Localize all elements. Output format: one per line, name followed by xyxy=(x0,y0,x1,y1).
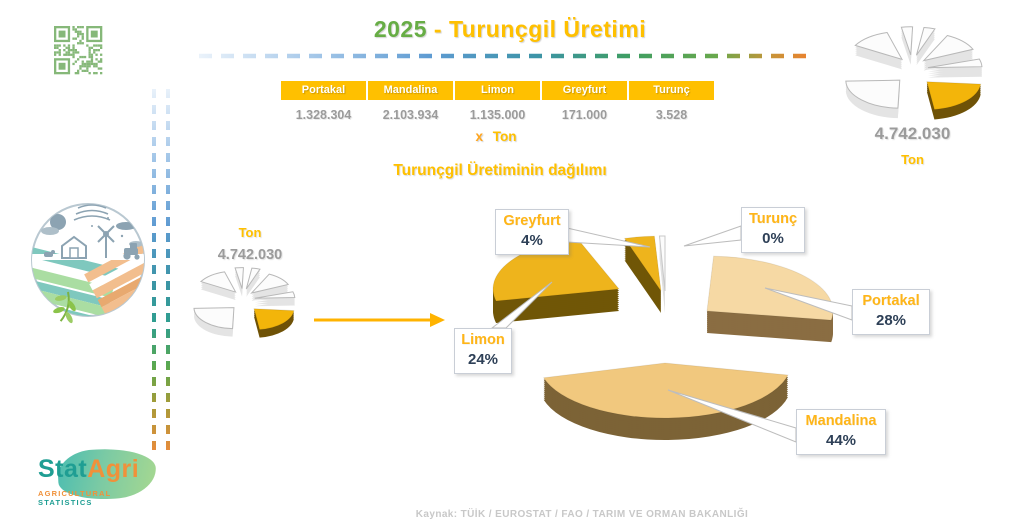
unit-note-unit: Ton xyxy=(492,129,517,144)
unit-note-x: x xyxy=(475,129,483,144)
pie-label-portakal: Portakal 28% xyxy=(852,289,930,335)
pie-label-limon: Limon 24% xyxy=(454,328,512,374)
column-header: Limon xyxy=(455,81,540,100)
logo-sub-statistics: STATISTICS xyxy=(38,498,93,507)
pie-label-turunc: Turunç 0% xyxy=(741,207,805,253)
mini-total-unit: Ton xyxy=(238,225,262,240)
page-title: 2025 - Turunçgil Üretimi xyxy=(190,16,830,43)
slice-percent: 24% xyxy=(467,351,499,368)
slice-percent: 28% xyxy=(875,312,907,329)
slice-percent: 4% xyxy=(521,232,543,249)
logo-sub-agricultural: AGRICULTURAL xyxy=(38,489,112,498)
production-table: Portakal Mandalina Limon Greyfurt Turunç… xyxy=(281,81,714,122)
logo-subtitle: AGRICULTURAL STATISTICS xyxy=(38,489,160,507)
slice-name: Limon xyxy=(461,332,505,348)
exploded-pie-icon-small xyxy=(193,267,296,338)
chart-title: Turunçgil Üretiminin dağılımı xyxy=(393,162,607,179)
column-header: Turunç xyxy=(629,81,714,100)
source-note: Kaynak: TÜİK / EUROSTAT / FAO / TARIM VE… xyxy=(415,509,749,520)
column-header: Greyfurt xyxy=(542,81,627,100)
slice-name: Turunç xyxy=(748,211,798,227)
logo-wordmark: StatAgri xyxy=(38,455,139,484)
statagri-logo: StatAgri AGRICULTURAL STATISTICS xyxy=(30,446,160,509)
table-cell: 1.328.304 xyxy=(295,108,352,122)
dashed-divider-vertical xyxy=(152,89,170,453)
leaf-sprig xyxy=(53,291,76,324)
table-cell: 2.103.934 xyxy=(382,108,439,122)
pie-label-mandalina: Mandalina 44% xyxy=(796,409,886,455)
table-cell: 1.135.000 xyxy=(469,108,526,122)
farm-illustration xyxy=(31,203,145,324)
total-production-unit: Ton xyxy=(901,152,924,167)
arrow-right-icon xyxy=(314,313,445,327)
title-text: - Turunçgil Üretimi xyxy=(433,16,647,42)
table-cell: 171.000 xyxy=(561,108,608,122)
title-year: 2025 xyxy=(373,16,428,42)
slice-name: Mandalina xyxy=(805,413,877,429)
exploded-pie-icon xyxy=(845,26,983,120)
table-cell: 3.528 xyxy=(655,108,688,122)
pie-chart xyxy=(490,225,853,443)
unit-note: x Ton xyxy=(190,129,802,144)
slice-name: Portakal xyxy=(862,293,920,309)
dashed-divider-horizontal xyxy=(199,53,811,59)
slice-percent: 0% xyxy=(762,230,784,247)
qr-code-icon xyxy=(54,26,103,75)
mini-total-value: 4.742.030 xyxy=(217,247,283,263)
pie-label-greyfurt: Greyfurt 4% xyxy=(495,209,569,255)
slice-name: Greyfurt xyxy=(503,213,561,229)
slice-percent: 44% xyxy=(825,432,857,449)
column-header: Mandalina xyxy=(368,81,453,100)
table-value-row: 1.328.304 2.103.934 1.135.000 171.000 3.… xyxy=(281,100,712,122)
logo-stat: Stat xyxy=(38,455,88,483)
table-header-row: Portakal Mandalina Limon Greyfurt Turunç xyxy=(281,81,714,100)
logo-agri: Agri xyxy=(87,455,140,483)
column-header: Portakal xyxy=(281,81,366,100)
total-production-value: 4.742.030 xyxy=(874,124,951,143)
